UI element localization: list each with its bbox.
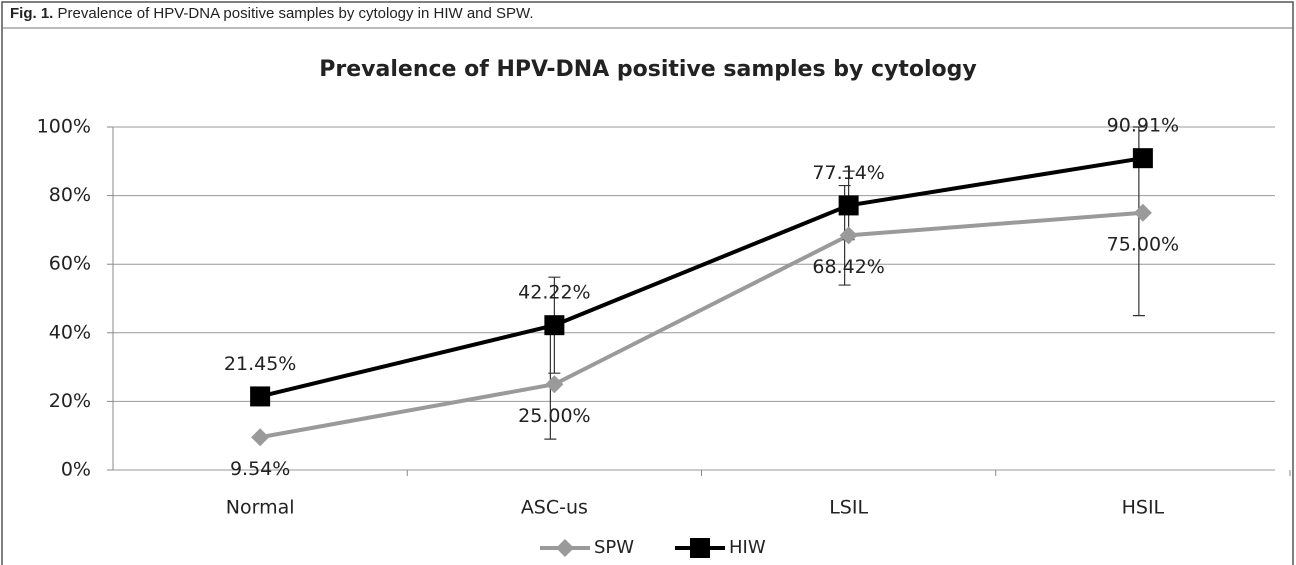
- data-label: 90.91%: [1107, 115, 1179, 137]
- point: [545, 375, 564, 394]
- y-tick-label: 20%: [49, 390, 91, 412]
- point: [251, 428, 270, 447]
- data-label: 42.22%: [518, 282, 590, 304]
- data-label: 68.42%: [812, 256, 884, 278]
- caption-label: Fig. 1.: [10, 5, 53, 22]
- data-label: 75.00%: [1107, 233, 1179, 255]
- y-tick-label: 40%: [49, 321, 91, 343]
- point: [839, 226, 858, 245]
- point: [1132, 148, 1153, 169]
- data-label: 25.00%: [518, 405, 590, 427]
- point: [544, 315, 565, 336]
- data-label: 77.14%: [812, 162, 884, 184]
- series-line: [259, 156, 1144, 399]
- series-line: [259, 210, 1144, 440]
- data-label: 21.45%: [224, 353, 296, 375]
- legend-label: HIW: [729, 537, 766, 558]
- y-tick-label: 100%: [37, 116, 91, 138]
- legend-marker: [556, 539, 574, 557]
- x-tick-label: HSIL: [1122, 497, 1165, 519]
- y-tick-label: 60%: [49, 253, 91, 275]
- caption: Fig. 1. Prevalence of HPV-DNA positive s…: [10, 5, 534, 22]
- x-tick-label: ASC-us: [521, 497, 588, 519]
- x-tick-label: Normal: [226, 497, 295, 519]
- chart-title: Prevalence of HPV-DNA positive samples b…: [319, 57, 976, 82]
- x-tick-label: LSIL: [829, 497, 868, 519]
- legend-label: SPW: [594, 537, 634, 558]
- point: [838, 195, 859, 216]
- point: [250, 386, 271, 407]
- caption-text: Prevalence of HPV-DNA positive samples b…: [58, 5, 534, 22]
- y-tick-label: 0%: [61, 459, 91, 481]
- point: [1133, 203, 1152, 222]
- data-label: 9.54%: [230, 458, 290, 480]
- legend-marker: [690, 538, 710, 558]
- y-tick-label: 80%: [49, 184, 91, 206]
